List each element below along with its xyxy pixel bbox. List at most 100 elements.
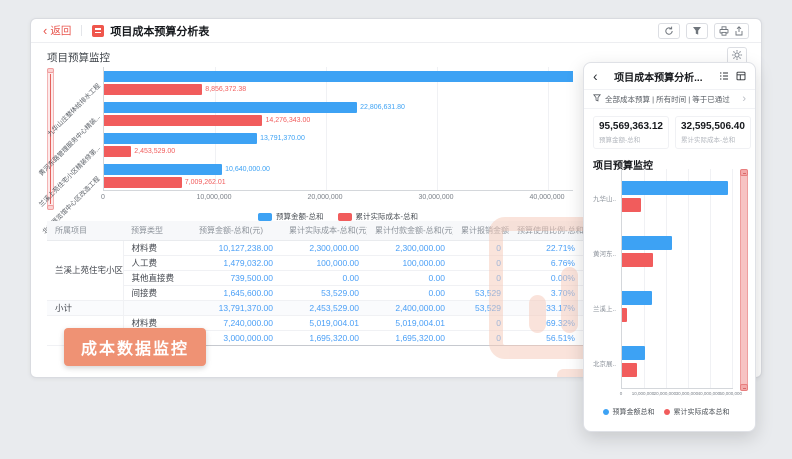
table-cell: 0.00 <box>367 270 453 286</box>
category-label: 黄河东.. <box>593 250 617 258</box>
table-cell: 0.00% <box>509 270 583 286</box>
category-label: 北京展.. <box>593 360 617 368</box>
column-header: 累计实际成本-总和(元) <box>281 221 367 241</box>
x-tick-label: 0 <box>619 391 623 396</box>
x-tick-label: 40,000,000 <box>697 391 721 396</box>
actual-cost-bar[interactable] <box>622 253 654 267</box>
zoom-slider-bottom-handle[interactable] <box>47 205 54 210</box>
x-tick-label: 40,000,000 <box>529 194 565 201</box>
category-label: 九华山.. <box>593 195 617 203</box>
table-cell: 材料费 <box>123 240 191 256</box>
legend-item[interactable]: 累计实际成本总和 <box>663 407 730 417</box>
table-cell: 0.00 <box>367 285 453 301</box>
legend-item[interactable]: 累计实际成本-总和 <box>337 211 419 222</box>
legend-label: 预算金额总和 <box>612 409 655 416</box>
table-cell: 1,695,320.00 <box>367 330 453 346</box>
budget-bar[interactable] <box>104 70 573 82</box>
legend-swatch <box>337 212 352 221</box>
stat-card-budget[interactable]: 95,569,363.12 预算金额-总和 <box>593 116 669 149</box>
budget-bar[interactable] <box>104 101 358 113</box>
zoom-slider-top-handle[interactable] <box>740 169 748 176</box>
filter-button[interactable] <box>686 22 708 39</box>
filter-funnel-icon <box>592 94 602 104</box>
list-view-icon[interactable] <box>719 71 729 81</box>
export-icon <box>734 25 744 36</box>
stat-card-actual-cost[interactable]: 32,595,506.40 累计实际成本-总和 <box>674 116 751 149</box>
zoom-slider-top-handle[interactable] <box>47 68 54 73</box>
table-cell: 53,529 <box>453 300 509 316</box>
x-tick-label: 10,000,000 <box>196 194 232 201</box>
bar-value-label: 10,640,000.00 <box>225 165 270 173</box>
y-axis-zoom-slider[interactable] <box>740 169 748 391</box>
chart-plot-area <box>621 169 733 389</box>
column-header: 累计报销金额-总和(元) <box>453 221 509 241</box>
filter-funnel-icon <box>692 26 702 36</box>
print-export-button[interactable] <box>714 22 749 39</box>
chart-legend: 预算金额-总和 累计实际成本-总和 <box>103 211 573 222</box>
gridline <box>709 169 711 388</box>
budget-analysis-table: 所属项目 预算类型 预算金额-总和(元) 累计实际成本-总和(元) 累计付款金额-总和(… <box>47 221 583 346</box>
table-row: 3,000,000.00 1,695,320.00 1,695,320.00 0 56.… <box>47 330 583 346</box>
table-cell: 2,453,529.00 <box>281 300 367 316</box>
legend-swatch <box>258 212 272 221</box>
table-cell <box>123 300 191 316</box>
gridline <box>548 67 550 190</box>
table-cell: 53,529 <box>453 285 509 301</box>
zoom-slider-bottom-handle[interactable] <box>740 384 748 391</box>
bar-value-label: 14,276,343.00 <box>265 116 311 124</box>
actual-cost-bar[interactable] <box>104 83 203 95</box>
table-view-icon[interactable] <box>736 71 746 81</box>
mobile-budget-bar-chart: 九华山.. 黄河东.. 兰溪上.. 北京展.. 0 10,000,000 20,000,0… <box>593 169 748 425</box>
actual-cost-bar[interactable] <box>622 308 628 322</box>
gridline <box>665 169 667 388</box>
actual-cost-bar[interactable] <box>104 145 132 157</box>
print-icon <box>719 25 729 36</box>
gridline <box>437 67 439 190</box>
table-row: 兰溪上苑住宅小区精装修第...材料费10,127,238.002,300,000… <box>47 240 583 301</box>
budget-bar[interactable] <box>104 132 258 144</box>
bar-value-label: 22,806,631.80 <box>360 103 405 111</box>
x-tick-label: 20,000,000 <box>653 391 677 396</box>
stat-value: 32,595,506.40 <box>680 121 745 132</box>
table-row: 间接费 1,645,600.00 53,529.00 0.00 53,529 3.70% <box>47 285 583 301</box>
legend-label: 累计实际成本-总和 <box>355 212 419 221</box>
table-cell: 0 <box>453 240 509 256</box>
window-header: ‹ 返回 项目成本预算分析表 <box>31 19 761 43</box>
panel-back-chevron-icon[interactable]: ‹ <box>593 68 598 84</box>
bar-value-label: 8,856,372.38 <box>205 85 247 93</box>
budget-bar[interactable] <box>622 346 646 360</box>
actual-cost-bar[interactable] <box>104 176 182 188</box>
back-button[interactable]: ‹ 返回 <box>43 23 71 38</box>
bar-value-label: 2,453,529.00 <box>134 147 176 155</box>
table-cell: 人工费 <box>123 255 191 271</box>
panel-section-title: 项目预算监控 <box>593 161 653 172</box>
chevron-right-icon: › <box>742 93 746 105</box>
report-form-icon <box>92 24 105 37</box>
chart-category-axis: 九华山.. 黄河东.. 兰溪上.. 北京展.. <box>593 169 620 389</box>
table-cell: 33.17% <box>509 300 583 316</box>
panel-header-icons <box>719 71 746 81</box>
chart-x-axis: 0 10,000,000 20,000,000 30,000,000 40,000,00… <box>101 194 573 204</box>
table-row: 人工费 1,479,032.00 100,000.00 100,000.00 0 6.76… <box>47 255 583 271</box>
y-axis-zoom-slider[interactable] <box>47 68 54 210</box>
table-cell: 0 <box>453 330 509 346</box>
budget-bar[interactable] <box>622 291 653 305</box>
table-cell: 5,019,004.01 <box>367 315 453 331</box>
bar-value-label: 7,009,262.01 <box>184 178 226 186</box>
budget-bar[interactable] <box>622 181 729 195</box>
table-cell: 69.32% <box>509 315 583 331</box>
legend-item[interactable]: 预算金额总和 <box>602 407 655 417</box>
column-header: 累计付款金额-总和(元) <box>367 221 453 241</box>
panel-filter-bar[interactable]: 全部成本预算 | 所有时间 | 等于已通过 › <box>584 89 755 109</box>
table-cell: 间接费 <box>123 285 191 301</box>
actual-cost-bar[interactable] <box>622 198 642 212</box>
actual-cost-bar[interactable] <box>622 363 638 377</box>
subtotal-row: 小计 13,791,370.00 2,453,529.00 2,400,000.00 5… <box>47 300 583 316</box>
budget-bar[interactable] <box>622 236 673 250</box>
actual-cost-bar[interactable] <box>104 114 263 126</box>
budget-bar[interactable] <box>104 163 223 175</box>
refresh-button[interactable] <box>658 22 680 39</box>
bar-value-label: 13,791,370.00 <box>260 134 305 142</box>
legend-item[interactable]: 预算金额-总和 <box>258 211 324 222</box>
table-header-row: 所属项目 预算类型 预算金额-总和(元) 累计实际成本-总和(元) 累计付款金额-总和(… <box>47 221 583 241</box>
